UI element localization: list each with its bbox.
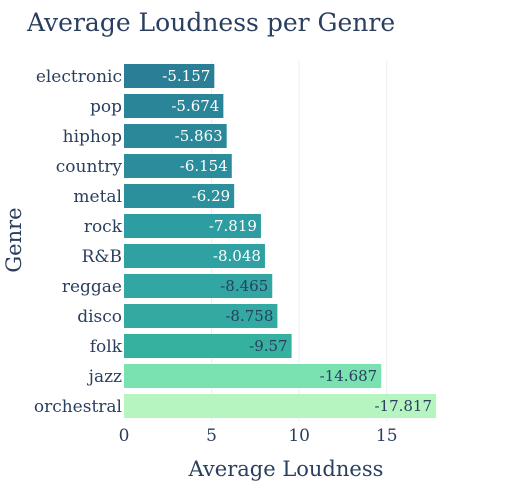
x-axis-ticks: 0 5 10 15 [119, 426, 398, 446]
data-label: -8.048 [213, 247, 261, 265]
category-label: orchestral [34, 397, 122, 417]
bar [124, 304, 278, 328]
data-label: -7.819 [209, 217, 257, 235]
bars: -5.157 -5.674 -5.863 -6.154 -6.29 -7.819 -8.04… [124, 64, 437, 418]
category-label: metal [73, 187, 122, 207]
category-label: reggae [62, 277, 122, 297]
data-label: -8.758 [225, 307, 273, 325]
bar [124, 154, 232, 178]
bar [124, 274, 273, 298]
data-label: -5.157 [162, 67, 210, 85]
data-label: -5.863 [175, 127, 223, 145]
x-tick-label: 0 [119, 426, 130, 446]
data-label: -14.687 [320, 367, 378, 385]
category-label: hiphop [63, 127, 122, 147]
data-label: -6.29 [192, 187, 230, 205]
category-label: electronic [36, 67, 122, 87]
grid-lines [211, 61, 388, 421]
category-label: rock [84, 217, 123, 237]
data-label: -17.817 [374, 397, 432, 415]
bar [124, 214, 261, 238]
bar [124, 124, 227, 148]
category-labels: electronic pop hiphop country metal rock R&B re… [34, 67, 123, 417]
data-label: -5.674 [171, 97, 219, 115]
category-label: pop [90, 97, 122, 117]
bar [124, 184, 235, 208]
category-label: folk [90, 337, 123, 357]
category-label: R&B [82, 247, 122, 267]
category-label: disco [77, 307, 122, 327]
bar [124, 244, 265, 268]
bar [124, 394, 437, 418]
bar [124, 64, 215, 88]
bar [124, 364, 382, 388]
x-tick-label: 10 [288, 426, 310, 446]
category-label: country [56, 157, 123, 177]
bar [124, 334, 292, 358]
chart-title: Average Loudness per Genre [26, 8, 395, 37]
y-axis-title: Genre [2, 207, 26, 272]
bar [124, 94, 224, 118]
x-axis-title: Average Loudness [188, 457, 384, 481]
x-tick-label: 5 [206, 426, 217, 446]
x-tick-label: 15 [376, 426, 398, 446]
category-label: jazz [87, 367, 122, 387]
data-label: -6.154 [180, 157, 228, 175]
data-label: -8.465 [220, 277, 268, 295]
data-label: -9.57 [249, 337, 287, 355]
